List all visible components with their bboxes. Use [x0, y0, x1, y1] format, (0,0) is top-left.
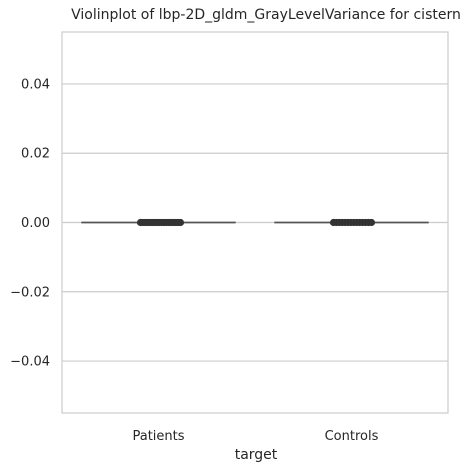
y-axis: 0.04 0.02 0.00 −0.02 −0.04 [10, 77, 50, 369]
y-tick-label: −0.02 [10, 285, 50, 300]
x-tick-label: Patients [132, 429, 184, 444]
violin-marks [81, 218, 429, 227]
x-axis: Patients Controls [132, 429, 378, 444]
plot-frame [61, 31, 449, 414]
x-axis-label: target [235, 447, 278, 463]
x-tick-label: Controls [325, 429, 379, 444]
y-tick-label: −0.04 [10, 355, 50, 370]
data-point [367, 218, 376, 227]
y-tick-label: 0.00 [21, 216, 50, 231]
y-tick-label: 0.02 [21, 147, 50, 162]
data-point [176, 218, 185, 227]
chart-title: Violinplot of lbp-2D_gldm_GrayLevelVaria… [71, 7, 461, 23]
y-tick-label: 0.04 [21, 77, 50, 92]
